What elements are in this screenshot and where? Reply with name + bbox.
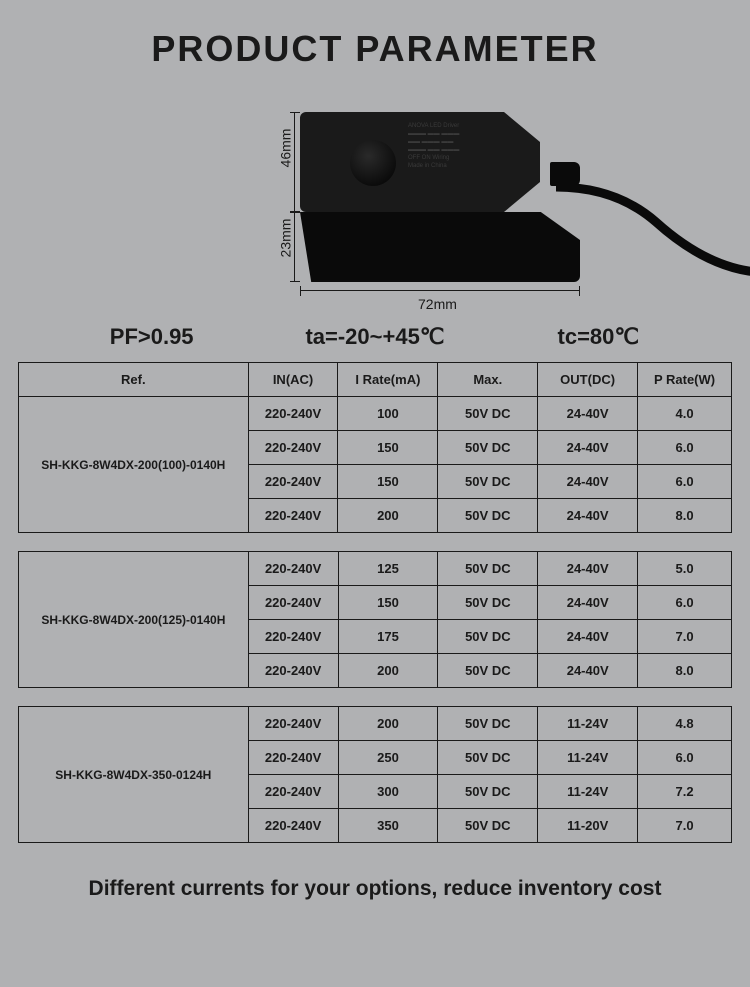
cell: 50V DC [438,586,538,620]
ref-cell: SH-KKG-8W4DX-200(125)-0140H [19,552,249,688]
cable [556,172,750,292]
table-body-0: SH-KKG-8W4DX-200(100)-0140H 220-240V 100… [19,397,732,533]
cell: 150 [338,465,438,499]
cell: 5.0 [638,552,732,586]
cell: 24-40V [538,465,638,499]
cell: 50V DC [438,620,538,654]
spec-table-1: SH-KKG-8W4DX-200(125)-0140H 220-240V 125… [18,551,732,688]
cell: 50V DC [438,499,538,533]
cell: 220-240V [248,620,338,654]
spec-row: PF>0.95 ta=-20~+45℃ tc=80℃ [0,324,750,362]
cell: 6.0 [638,586,732,620]
cell: 11-20V [538,809,638,843]
cell: 150 [338,431,438,465]
dim-depth-label: 23mm [277,219,293,258]
ref-cell: SH-KKG-8W4DX-200(100)-0140H [19,397,249,533]
cell: 7.0 [638,620,732,654]
cell: 220-240V [248,552,338,586]
product-body: ANOVA LED Driver▬▬▬ ▬▬ ▬▬▬▬▬ ▬▬▬ ▬▬▬▬▬ ▬… [300,112,580,272]
th-out: OUT(DC) [538,363,638,397]
cell: 8.0 [638,499,732,533]
cell: 100 [338,397,438,431]
product-diagram: ANOVA LED Driver▬▬▬ ▬▬ ▬▬▬▬▬ ▬▬▬ ▬▬▬▬▬ ▬… [0,84,750,324]
table-row: SH-KKG-8W4DX-200(125)-0140H 220-240V 125… [19,552,732,586]
cell: 200 [338,654,438,688]
cell: 220-240V [248,499,338,533]
ref-cell: SH-KKG-8W4DX-350-0124H [19,707,249,843]
cell: 220-240V [248,431,338,465]
cell: 220-240V [248,586,338,620]
spec-pf: PF>0.95 [40,324,263,350]
cell: 6.0 [638,431,732,465]
table-body-1: SH-KKG-8W4DX-200(125)-0140H 220-240V 125… [19,552,732,688]
cell: 50V DC [438,552,538,586]
cell: 6.0 [638,741,732,775]
cell: 350 [338,809,438,843]
footer-note: Different currents for your options, red… [0,861,750,901]
cell: 250 [338,741,438,775]
product-label-text: ANOVA LED Driver▬▬▬ ▬▬ ▬▬▬▬▬ ▬▬▬ ▬▬▬▬▬ ▬… [408,122,528,202]
cell: 6.0 [638,465,732,499]
th-in: IN(AC) [248,363,338,397]
dim-width [300,286,580,296]
cell: 220-240V [248,707,338,741]
cell: 150 [338,586,438,620]
cell: 220-240V [248,775,338,809]
cell: 125 [338,552,438,586]
cell: 7.0 [638,809,732,843]
product-top-face: ANOVA LED Driver▬▬▬ ▬▬ ▬▬▬▬▬ ▬▬▬ ▬▬▬▬▬ ▬… [300,112,540,212]
product-front-face [300,212,580,282]
cell: 11-24V [538,741,638,775]
cell: 50V DC [438,431,538,465]
cell: 220-240V [248,397,338,431]
cell: 24-40V [538,397,638,431]
cell: 50V DC [438,809,538,843]
page-title: PRODUCT PARAMETER [0,0,750,84]
cell: 220-240V [248,741,338,775]
cell: 24-40V [538,499,638,533]
cell: 11-24V [538,707,638,741]
cell: 50V DC [438,741,538,775]
th-prate: P Rate(W) [638,363,732,397]
cell: 175 [338,620,438,654]
cell: 220-240V [248,654,338,688]
cell: 220-240V [248,465,338,499]
spec-tc: tc=80℃ [487,324,710,350]
cell: 24-40V [538,431,638,465]
table-header-row: Ref. IN(AC) I Rate(mA) Max. OUT(DC) P Ra… [19,363,732,397]
cell: 24-40V [538,620,638,654]
cell: 11-24V [538,775,638,809]
cell: 50V DC [438,654,538,688]
spec-ta: ta=-20~+45℃ [263,324,486,350]
cell: 50V DC [438,775,538,809]
cell: 7.2 [638,775,732,809]
cell: 4.0 [638,397,732,431]
cell: 220-240V [248,809,338,843]
cell: 24-40V [538,586,638,620]
th-max: Max. [438,363,538,397]
table-row: SH-KKG-8W4DX-200(100)-0140H 220-240V 100… [19,397,732,431]
table-body-2: SH-KKG-8W4DX-350-0124H 220-240V 200 50V … [19,707,732,843]
cell: 4.8 [638,707,732,741]
table-row: SH-KKG-8W4DX-350-0124H 220-240V 200 50V … [19,707,732,741]
spec-table-0: Ref. IN(AC) I Rate(mA) Max. OUT(DC) P Ra… [18,362,732,533]
spec-table-2: SH-KKG-8W4DX-350-0124H 220-240V 200 50V … [18,706,732,843]
dim-height-label: 46mm [277,129,293,168]
th-ref: Ref. [19,363,249,397]
cell: 24-40V [538,552,638,586]
th-irate: I Rate(mA) [338,363,438,397]
tables-container: Ref. IN(AC) I Rate(mA) Max. OUT(DC) P Ra… [0,362,750,843]
product-knob [350,140,396,186]
cell: 50V DC [438,707,538,741]
cell: 8.0 [638,654,732,688]
cell: 300 [338,775,438,809]
cell: 50V DC [438,465,538,499]
dim-width-label: 72mm [418,296,457,312]
cell: 24-40V [538,654,638,688]
cell: 200 [338,499,438,533]
cell: 50V DC [438,397,538,431]
cell: 200 [338,707,438,741]
